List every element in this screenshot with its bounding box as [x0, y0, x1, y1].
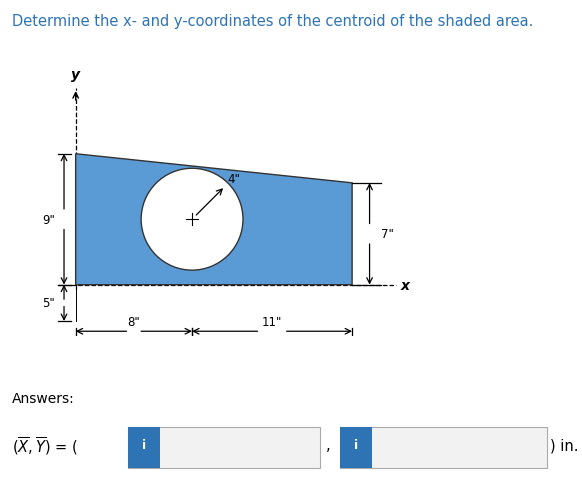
Text: 7": 7"	[381, 228, 394, 241]
Text: 4": 4"	[228, 172, 240, 185]
Text: 5": 5"	[42, 296, 55, 309]
Text: i: i	[354, 439, 359, 452]
Text: y: y	[71, 68, 80, 82]
Text: i: i	[141, 439, 146, 452]
Text: 9": 9"	[42, 213, 55, 226]
FancyBboxPatch shape	[128, 428, 160, 468]
Polygon shape	[76, 155, 352, 285]
FancyBboxPatch shape	[340, 428, 547, 468]
Text: 11": 11"	[262, 316, 282, 329]
Text: ,: ,	[325, 438, 330, 453]
Text: x: x	[400, 278, 409, 292]
Text: Answers:: Answers:	[12, 391, 74, 405]
Text: Determine the x- and y-coordinates of the centroid of the shaded area.: Determine the x- and y-coordinates of th…	[12, 14, 533, 29]
Text: ) in.: ) in.	[550, 438, 579, 453]
Circle shape	[141, 169, 243, 271]
FancyBboxPatch shape	[340, 428, 372, 468]
Text: $(\overline{X}, \overline{Y})$ = (: $(\overline{X}, \overline{Y})$ = (	[12, 434, 77, 456]
Text: 8": 8"	[127, 316, 140, 329]
FancyBboxPatch shape	[128, 428, 320, 468]
